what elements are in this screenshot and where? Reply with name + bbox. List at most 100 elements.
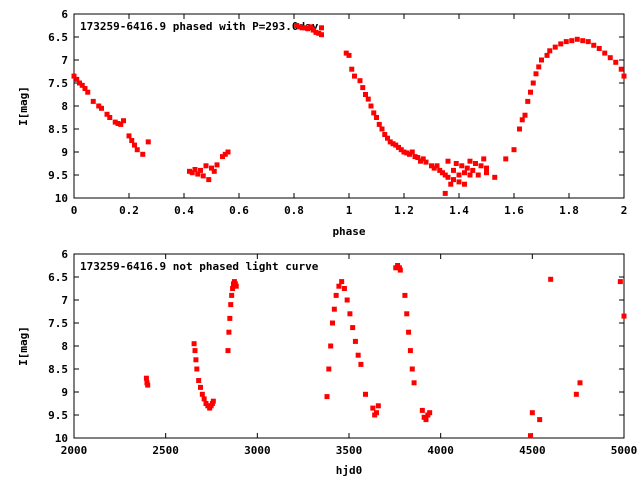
top-data-point (442, 190, 448, 196)
bottom-y-axis-label: I[mag] (17, 326, 30, 366)
top-data-point (118, 121, 124, 127)
top-data-point (492, 174, 498, 180)
top-data-point (368, 103, 374, 109)
bottom-data-point (330, 320, 335, 326)
top-data-point (459, 163, 465, 169)
top-data-point (99, 105, 104, 111)
top-y-tick-label: 8.5 (48, 123, 68, 136)
bottom-data-point (328, 343, 334, 349)
top-x-tick-label: 1.8 (559, 204, 579, 217)
top-data-point (511, 147, 517, 153)
top-data-point (517, 126, 522, 132)
top-chart-title: 173259-6416.9 phased with P=293.0day (80, 20, 319, 33)
top-data-point (96, 103, 102, 109)
bottom-x-tick-label: 2500 (152, 444, 179, 457)
top-data-point (349, 66, 355, 72)
top-data-point (214, 162, 220, 168)
top-data-point (591, 42, 597, 48)
bottom-data-point (336, 283, 342, 289)
bottom-plot-frame (73, 253, 625, 439)
top-data-point (225, 149, 231, 155)
bottom-x-tick-label: 3000 (244, 444, 271, 457)
top-data-point (203, 163, 209, 169)
bottom-data-point (193, 357, 199, 363)
bottom-data-point (143, 375, 149, 381)
top-data-point (528, 89, 533, 95)
top-x-tick-label: 1.2 (394, 204, 414, 217)
top-data-point (525, 98, 531, 104)
top-data-point (302, 25, 308, 31)
top-x-axis-label: phase (332, 225, 365, 238)
top-data-point (445, 174, 451, 180)
top-x-tick-label: 0.2 (119, 204, 139, 217)
top-data-point (451, 167, 456, 173)
top-data-points (71, 23, 627, 196)
bottom-y-tick-label: 6 (61, 248, 68, 261)
bottom-data-point (344, 297, 350, 303)
top-data-point (90, 98, 96, 104)
bottom-data-point (528, 433, 533, 439)
top-data-point (503, 156, 509, 162)
top-data-point (431, 165, 437, 171)
top-data-point (299, 25, 305, 31)
top-data-point (473, 161, 478, 166)
bottom-y-tick-label: 7 (61, 294, 68, 307)
top-data-point (297, 24, 302, 30)
top-data-point (126, 133, 132, 139)
top-data-point (574, 36, 580, 42)
top-data-point (376, 121, 382, 127)
bottom-data-point (326, 366, 332, 372)
top-data-point (437, 167, 443, 173)
top-data-point (104, 111, 110, 117)
top-data-point (547, 48, 553, 54)
top-data-point (313, 29, 319, 35)
bottom-data-point (324, 394, 330, 400)
top-y-tick-label: 6 (61, 8, 68, 21)
top-data-point (621, 73, 627, 79)
bottom-data-point (577, 380, 583, 386)
top-data-point (467, 158, 473, 164)
bottom-data-point (331, 306, 337, 312)
top-data-point (618, 66, 624, 72)
top-data-point (404, 150, 410, 156)
top-data-point (385, 135, 390, 141)
bottom-x-tick-label: 3500 (336, 444, 363, 457)
top-data-point (107, 115, 113, 120)
top-data-point (316, 30, 322, 36)
top-data-point (187, 168, 192, 174)
top-data-point (192, 166, 198, 172)
top-data-point (519, 117, 525, 123)
top-data-point (357, 78, 363, 84)
bottom-y-tick-label: 10 (55, 432, 68, 445)
top-data-point (440, 170, 445, 176)
bottom-data-point (419, 407, 425, 413)
top-data-point (569, 38, 575, 44)
bottom-x-tick-label: 4500 (519, 444, 546, 457)
bottom-panel: 173259-6416.9 not phased light curve hjd… (17, 248, 637, 477)
top-data-point (434, 163, 440, 169)
top-data-point (74, 76, 80, 82)
bottom-data-point (201, 396, 207, 402)
top-data-point (552, 44, 558, 50)
bottom-data-point (225, 348, 231, 354)
bottom-data-point (363, 391, 368, 397)
top-data-point (134, 147, 140, 153)
top-data-point (387, 139, 393, 145)
bottom-data-point (423, 417, 429, 423)
bottom-data-point (374, 410, 379, 416)
bottom-data-point (210, 398, 216, 404)
top-data-point (112, 119, 118, 125)
top-y-tick-label: 9.5 (48, 169, 68, 182)
top-panel: 173259-6416.9 phased with P=293.0day pha… (17, 8, 627, 238)
top-data-point (420, 156, 426, 162)
bottom-data-point (341, 286, 347, 291)
top-data-point (558, 41, 564, 47)
top-data-point (140, 151, 146, 157)
top-x-tick-label: 1.4 (449, 204, 469, 217)
top-data-point (145, 139, 151, 145)
bottom-data-point (409, 366, 415, 372)
top-data-point (462, 170, 467, 176)
top-x-tick-label: 0.8 (284, 204, 304, 217)
bottom-x-tick-label: 5000 (611, 444, 638, 457)
